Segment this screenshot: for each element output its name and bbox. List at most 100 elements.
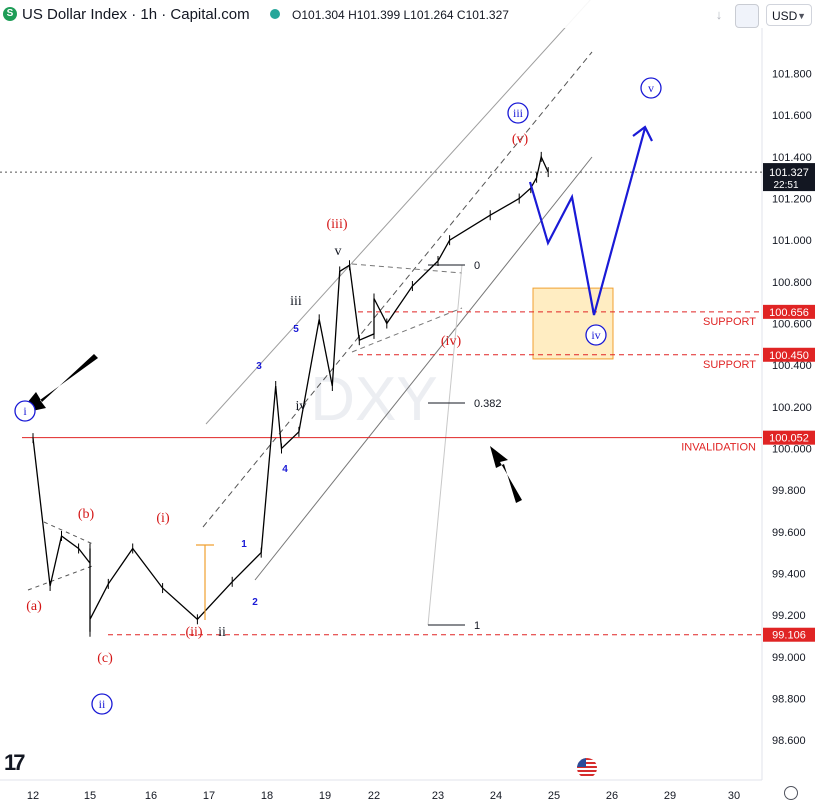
x-tick-label: 19	[319, 790, 331, 802]
wave-blue-iv-circle	[585, 324, 607, 346]
y-tick-label: 99.600	[772, 527, 806, 539]
us-flag-icon[interactable]	[577, 758, 597, 778]
tradingview-logo[interactable]: 17	[4, 750, 26, 775]
wave-red-v: (v)	[512, 132, 529, 147]
y-tick-label: 99.200	[772, 610, 806, 622]
wave-red-ii: (ii)	[185, 625, 202, 640]
wave-black-iv: iv	[296, 399, 307, 414]
ohlc-low-value: 101.264	[410, 8, 454, 22]
wave-blue-iii-circle	[507, 102, 529, 124]
fib-level-label: 1	[474, 620, 480, 632]
wave-small-2: 2	[252, 597, 258, 608]
y-tick-label: 101.200	[772, 194, 812, 206]
wave-blue-iii: iii	[513, 106, 524, 120]
chevron-down-icon: ▼	[797, 11, 806, 21]
y-tick-label: 100.000	[772, 444, 812, 456]
y-tick-label: 100.400	[772, 360, 812, 372]
y-tick-label: 99.800	[772, 485, 806, 497]
wave-blue-i-circle	[14, 400, 36, 422]
arrow-bottomright-icon	[490, 446, 522, 503]
wave-red-i: (i)	[156, 511, 170, 526]
current-price-label: 101.327	[769, 167, 809, 179]
wave-red-c: (c)	[97, 651, 113, 666]
ohlc-high-value: 101.399	[356, 8, 401, 22]
ohlc-open-value: 101.304	[301, 8, 345, 22]
wave-blue-i: i	[23, 404, 27, 418]
price-tag-label: 100.656	[769, 307, 809, 319]
arrow-topleft-icon	[18, 354, 98, 414]
price-tag-box	[763, 304, 815, 319]
wave-black-v: v	[335, 244, 342, 259]
y-tick-label: 101.600	[772, 110, 812, 122]
y-tick-label: 99.000	[772, 652, 806, 664]
y-tick-label: 101.800	[772, 69, 812, 81]
wedge-lower-dashed-line	[351, 307, 463, 353]
y-tick-label: 98.600	[772, 735, 806, 747]
market-status-icon	[270, 9, 280, 19]
symbol-logo-icon[interactable]: S	[3, 7, 17, 21]
wave-black-ii: ii	[218, 625, 226, 640]
ohlc-low-label: L	[403, 8, 411, 22]
currency-value: USD	[772, 9, 798, 23]
channel-upper-line	[205, 0, 591, 425]
wave-blue-v: v	[648, 81, 654, 95]
triangle-upper-line	[43, 521, 96, 546]
wave-red-b: (b)	[78, 507, 95, 522]
snapshot-icon[interactable]	[735, 4, 759, 28]
wave-small-5: 5	[293, 324, 299, 335]
level-label: SUPPORT	[703, 316, 756, 328]
ohlc-open-label: O	[292, 8, 302, 22]
ohlc-close-value: 101.327	[465, 8, 509, 22]
flag-canton	[577, 758, 586, 767]
x-tick-label: 26	[606, 790, 618, 802]
x-tick-label: 18	[261, 790, 273, 802]
channel-mid-dashed-line	[202, 51, 593, 528]
price-tag-box	[763, 627, 815, 642]
y-tick-label: 98.800	[772, 693, 806, 705]
y-tick-label: 100.800	[772, 277, 812, 289]
wave-blue-ii: ii	[99, 697, 106, 711]
price-series-line[interactable]	[32, 154, 549, 632]
chart-header: S US Dollar Index · 1h · Capital.com O10…	[0, 0, 760, 28]
triangle-lower-line	[27, 564, 96, 591]
price-tag-box	[763, 430, 815, 445]
ohlc-close-label: C	[456, 8, 466, 22]
y-tick-label: 100.200	[772, 402, 812, 414]
wave-small-4: 4	[282, 464, 288, 475]
wedge-upper-dashed-line	[351, 263, 463, 274]
price-tag-label: 99.106	[772, 630, 806, 642]
settings-gear-icon[interactable]	[784, 786, 798, 800]
wave-blue-iv: iv	[591, 328, 600, 342]
price-tag-box	[763, 347, 815, 362]
wave-red-iv: (iv)	[441, 334, 462, 349]
projection-arrowhead	[632, 125, 653, 142]
x-tick-label: 16	[145, 790, 157, 802]
x-tick-label: 30	[728, 790, 740, 802]
chart-title[interactable]: US Dollar Index · 1h · Capital.com	[22, 6, 250, 23]
price-tag-label: 100.052	[769, 433, 809, 445]
fib-level-label: 0.382	[474, 398, 502, 410]
x-tick-label: 15	[84, 790, 96, 802]
ohlc-readout: O101.304 H101.399 L101.264 C101.327	[292, 8, 509, 22]
level-label: SUPPORT	[703, 359, 756, 371]
currency-select[interactable]: USD ▼	[766, 4, 812, 26]
y-tick-label: 99.400	[772, 568, 806, 580]
channel-lower-line	[254, 156, 593, 581]
wave-black-iii: iii	[290, 294, 302, 309]
x-tick-label: 25	[548, 790, 560, 802]
wave-blue-v-circle	[640, 77, 662, 99]
fib-diagonal-line	[427, 264, 463, 626]
x-tick-label: 24	[490, 790, 502, 802]
down-arrow-icon[interactable]: ↓	[715, 7, 723, 22]
wave-small-1: 1	[241, 539, 247, 550]
x-tick-label: 23	[432, 790, 444, 802]
wave-small-3: 3	[256, 361, 262, 372]
x-tick-label: 12	[27, 790, 39, 802]
fib-level-label: 0	[474, 260, 480, 272]
projection-path-line	[528, 127, 647, 316]
support-zone-box[interactable]	[532, 287, 614, 360]
wave-red-iii: (iii)	[327, 217, 348, 232]
current-price-tag	[763, 163, 815, 192]
